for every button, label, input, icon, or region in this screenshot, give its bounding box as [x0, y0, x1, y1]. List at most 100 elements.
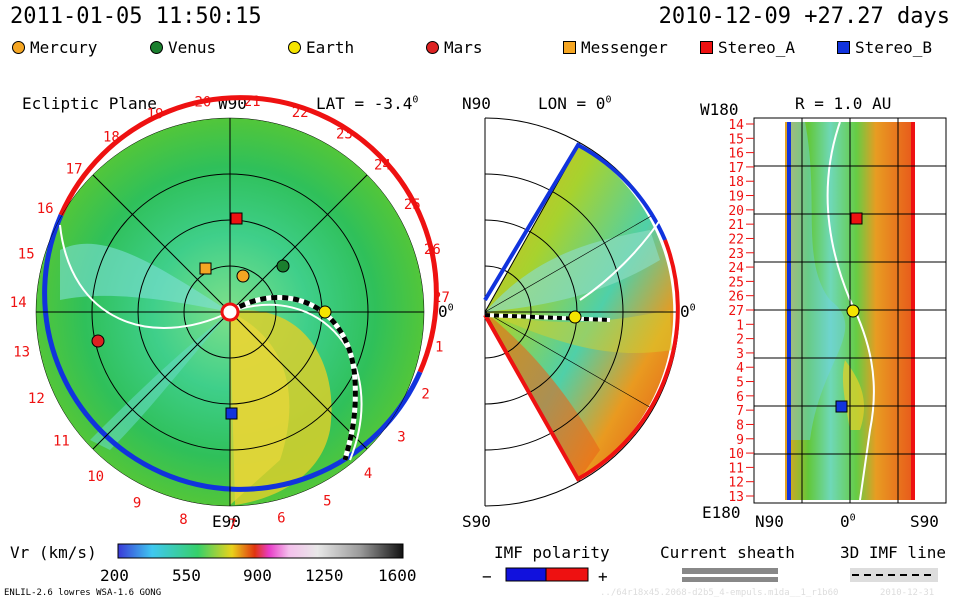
- ecliptic-lat-label: LAT = -3.40: [316, 94, 419, 113]
- radial-day-label: 9: [736, 433, 744, 448]
- radial-day-label: 12: [728, 476, 744, 491]
- ecliptic-day-label: 4: [364, 466, 372, 482]
- ecliptic-bottom-label: E90: [212, 512, 241, 531]
- earth-radial-marker: [846, 304, 860, 318]
- current-sheath-swatch: [682, 568, 778, 574]
- model-footer: ENLIL-2.6 lowres WSA-1.6 GONG: [4, 588, 162, 598]
- imf-positive-swatch: [545, 567, 589, 582]
- imf-polarity-label: IMF polarity: [494, 543, 610, 562]
- radial-day-label: 6: [736, 390, 744, 405]
- ecliptic-day-label: 23: [336, 127, 353, 143]
- mars-marker-icon: [426, 41, 439, 54]
- ecliptic-day-label: 14: [10, 295, 27, 311]
- venus-ecliptic-marker: [276, 259, 290, 273]
- ecliptic-day-label: 10: [87, 469, 104, 485]
- ecliptic-day-label: 6: [277, 511, 285, 527]
- legend-mars: Mars: [426, 38, 483, 57]
- colorbar-tick-1600: 1600: [378, 566, 417, 585]
- ecliptic-day-label: 16: [37, 201, 54, 217]
- radial-day-label: 2: [736, 333, 744, 348]
- radial-day-label: 21: [728, 218, 744, 233]
- radial-r-label: R = 1.0 AU: [795, 94, 892, 113]
- mercury-ecliptic-marker: [236, 269, 250, 283]
- ecliptic-day-label: 21: [244, 94, 261, 110]
- radial-day-label: 24: [728, 261, 744, 276]
- meridional-lon-label: LON = 00: [538, 94, 612, 113]
- venus-marker-icon: [150, 41, 163, 54]
- radial-day-label: 4: [736, 361, 744, 376]
- ecliptic-day-label: 2: [421, 387, 429, 403]
- current-sheath-label: Current sheath: [660, 543, 795, 562]
- ecliptic-plane-panel: [35, 95, 439, 507]
- radial-top-label: W180: [700, 100, 739, 119]
- legend-earth: Earth: [288, 38, 354, 57]
- colorbar-tick-550: 550: [172, 566, 201, 585]
- meridional-bottom-label: S90: [462, 512, 491, 531]
- ecliptic-day-label: 5: [323, 493, 331, 509]
- radial-day-label: 8: [736, 418, 744, 433]
- meridional-right-label: 00: [680, 302, 696, 321]
- radial-s90-label: S90: [910, 512, 939, 531]
- stereo-b-marker-icon: [837, 41, 850, 54]
- timestamp: 2011-01-05 11:50:15: [10, 4, 262, 29]
- meridional-top-label: N90: [462, 94, 491, 113]
- radial-zero-label: 00: [840, 512, 856, 531]
- radial-n90-label: N90: [755, 512, 784, 531]
- velocity-colorbar: [117, 543, 404, 559]
- legend-mercury: Mercury: [12, 38, 97, 57]
- colorbar-tick-1250: 1250: [305, 566, 344, 585]
- run-date-footer: 2010-12-31: [880, 588, 935, 598]
- stereo-a-ecliptic-marker: [230, 212, 243, 225]
- radial-day-label: 23: [728, 247, 744, 262]
- radial-day-label: 19: [728, 190, 744, 205]
- radial-bottom-label: E180: [702, 503, 741, 522]
- mars-ecliptic-marker: [91, 334, 105, 348]
- radial-day-label: 1: [736, 318, 744, 333]
- imf-line-label: 3D IMF line: [840, 543, 946, 562]
- mercury-marker-icon: [12, 41, 25, 54]
- colorbar-tick-900: 900: [243, 566, 272, 585]
- radial-day-label: 13: [728, 490, 744, 505]
- legend-venus: Venus: [150, 38, 216, 57]
- earth-meridional-marker: [568, 310, 582, 324]
- legend-stereo-b: Stereo_B: [837, 38, 932, 57]
- ecliptic-day-label: 7: [228, 517, 236, 533]
- ecliptic-day-label: 9: [133, 496, 141, 512]
- ecliptic-day-label: 1: [435, 339, 443, 355]
- colorbar-tick-200: 200: [100, 566, 129, 585]
- ecliptic-title: Ecliptic Plane: [22, 94, 157, 113]
- imf-minus-label: −: [482, 567, 492, 586]
- legend-messenger: Messenger: [563, 38, 668, 57]
- ecliptic-day-label: 12: [28, 391, 45, 407]
- run-id-footer: ../64r18x45.2068-d2b5_4-empuls.m1da__1_r…: [600, 588, 839, 598]
- ecliptic-day-label: 19: [147, 107, 164, 123]
- radial-day-label: 14: [728, 118, 744, 133]
- ecliptic-day-label: 17: [66, 161, 83, 177]
- radial-day-label: 3: [736, 347, 744, 362]
- earth-ecliptic-marker: [318, 305, 332, 319]
- ecliptic-day-label: 26: [424, 242, 441, 258]
- ecliptic-day-label: 3: [397, 430, 405, 446]
- radial-day-label: 18: [728, 175, 744, 190]
- radial-day-label: 26: [728, 290, 744, 305]
- ecliptic-right-label: 00: [438, 302, 454, 321]
- radial-day-label: 22: [728, 232, 744, 247]
- radial-day-label: 10: [728, 447, 744, 462]
- radial-day-label: 5: [736, 376, 744, 391]
- imf-plus-label: +: [598, 567, 608, 586]
- stereo-a-marker-icon: [700, 41, 713, 54]
- stereo-a-radial-marker: [850, 212, 863, 225]
- legend-stereo-a: Stereo_A: [700, 38, 795, 57]
- ecliptic-day-label: 22: [292, 105, 309, 121]
- ecliptic-day-label: 24: [374, 158, 391, 174]
- meridional-plane-panel: [483, 117, 680, 507]
- ecliptic-day-label: 27: [433, 290, 450, 306]
- radial-day-label: 15: [728, 132, 744, 147]
- radial-day-label: 7: [736, 404, 744, 419]
- ecliptic-day-label: 11: [53, 434, 70, 450]
- radial-day-label: 27: [728, 304, 744, 319]
- stereo-b-ecliptic-marker: [225, 407, 238, 420]
- radial-day-labels: 1415161718192021222324252627123456789101…: [728, 118, 754, 505]
